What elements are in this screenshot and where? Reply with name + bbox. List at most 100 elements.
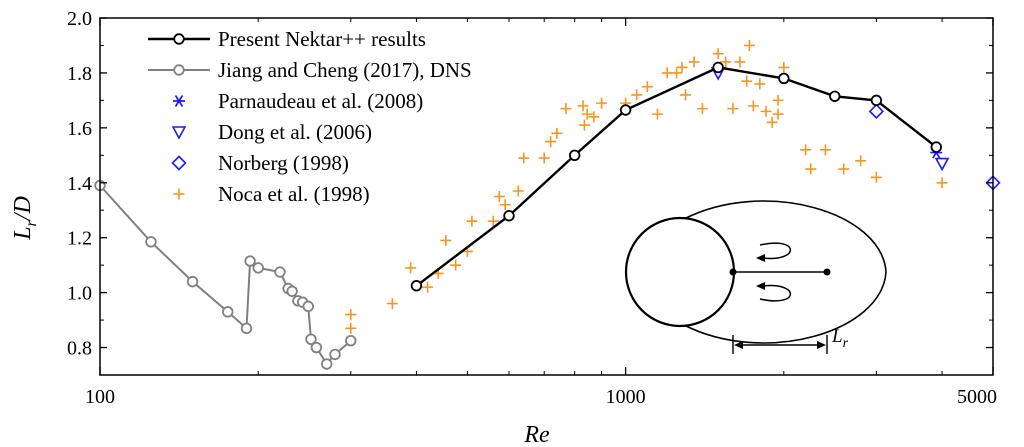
y-tick-label: 0.8 [67, 338, 92, 360]
data-point [493, 191, 505, 202]
legend-item: Parnaudeau et al. (2008) [173, 89, 423, 113]
y-axis-title-sub: r [23, 219, 40, 226]
data-point [345, 322, 357, 334]
legend-label: Parnaudeau et al. (2008) [218, 89, 423, 113]
data-point [560, 103, 572, 115]
data-point [855, 155, 867, 167]
legend-item: Jiang and Cheng (2017), DNS [148, 58, 472, 82]
data-point [345, 309, 357, 321]
data-point [619, 104, 632, 116]
legend-label: Jiang and Cheng (2017), DNS [218, 58, 472, 82]
data-point [422, 281, 434, 293]
data-point [868, 103, 885, 120]
data-point [800, 144, 812, 156]
data-point [345, 334, 357, 347]
data-point [329, 348, 341, 361]
legend: Present Nektar++ results Jiang and Cheng … [148, 27, 472, 206]
lower-vortex-arrow [756, 282, 765, 290]
y-tick-label: 1.8 [67, 63, 92, 85]
data-point [641, 81, 653, 93]
data-point [838, 163, 850, 175]
data-point [581, 108, 593, 120]
legend-label: Present Nektar++ results [218, 27, 426, 51]
data-point [503, 210, 515, 222]
legend-item: Noca et al. (1998) [173, 182, 370, 206]
series-3 [710, 67, 950, 172]
data-point [819, 144, 831, 156]
data-point [712, 48, 724, 60]
cylinder [624, 216, 736, 328]
data-point [743, 39, 755, 51]
data-point [754, 78, 766, 90]
plot-frame [99, 17, 994, 376]
data-point [499, 199, 511, 211]
stagnation-point [823, 268, 831, 276]
data-point [772, 94, 784, 106]
y-tick-label: 1.0 [67, 283, 92, 305]
x-tick-label: 5000 [957, 386, 997, 408]
data-series [94, 39, 1001, 370]
data-point [870, 171, 882, 183]
data-point [652, 108, 664, 120]
legend-marker [171, 155, 187, 171]
data-point [747, 100, 759, 112]
data-point [596, 97, 608, 109]
data-point [829, 90, 841, 102]
wake-bubble [683, 200, 887, 344]
cylinder-wake-inset: Lr [624, 200, 887, 354]
x-tick-label: 1000 [606, 386, 646, 408]
y-axis-title: Lr/D [10, 196, 40, 241]
data-point [518, 152, 530, 164]
data-point [772, 108, 784, 120]
legend-label: Dong et al. (2006) [218, 120, 372, 144]
data-point [466, 215, 478, 227]
x-tick-label: 100 [85, 386, 115, 408]
data-point [671, 67, 683, 79]
data-point [741, 75, 753, 87]
data-point [805, 163, 817, 175]
dim-arrow-right [817, 341, 826, 349]
legend-item: Norberg (1998) [171, 151, 349, 175]
data-point [661, 67, 673, 79]
data-point [720, 56, 732, 68]
data-point [310, 341, 323, 354]
legend-label: Norberg (1998) [218, 151, 349, 175]
plot-border [99, 17, 994, 376]
x-axis-title: Re [523, 422, 550, 447]
data-point [545, 136, 557, 148]
y-tick-label: 1.4 [67, 173, 92, 195]
data-point [321, 358, 333, 370]
data-point [450, 259, 462, 271]
legend-item: Present Nektar++ results [148, 27, 426, 51]
upper-vortex-arrow [756, 254, 765, 262]
data-point [222, 306, 234, 318]
data-point [405, 262, 417, 274]
data-point [440, 234, 452, 246]
legend-marker [173, 95, 185, 107]
inset-label-sub: r [843, 336, 849, 351]
inset-label: Lr [831, 326, 849, 351]
y-axis-title-main: L [10, 226, 36, 240]
data-point [286, 285, 298, 297]
y-tick-label: 2.0 [67, 8, 92, 30]
data-point [487, 215, 499, 227]
data-point [410, 280, 423, 292]
data-point [302, 300, 314, 313]
data-point [145, 236, 157, 248]
data-point [934, 157, 950, 172]
data-point [551, 127, 563, 139]
data-point [778, 72, 790, 85]
data-point [870, 94, 883, 107]
axis-ticks: 0.8 1.0 1.2 1.4 1.6 1.8 2.0 100 1000 5000 [67, 8, 997, 408]
data-point [712, 61, 724, 74]
dim-arrow-left [734, 341, 743, 349]
data-point [930, 141, 942, 153]
data-point [696, 103, 708, 115]
data-point [538, 152, 550, 164]
series-0 [410, 61, 942, 292]
data-point [680, 89, 692, 101]
y-tick-label: 1.2 [67, 228, 92, 250]
data-point [568, 149, 581, 162]
series-1 [94, 179, 357, 370]
